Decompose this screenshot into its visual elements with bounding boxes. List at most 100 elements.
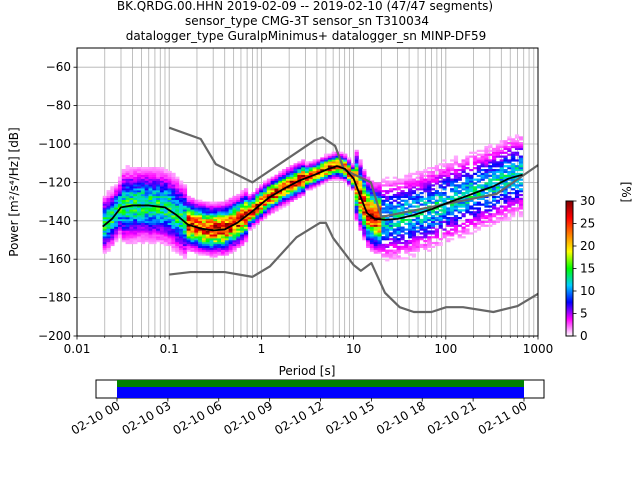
ppsd-cell — [163, 222, 168, 225]
ppsd-cell — [434, 216, 439, 220]
ppsd-cell — [503, 184, 508, 187]
ppsd-cell — [484, 145, 489, 149]
ppsd-cell — [469, 186, 474, 189]
ppsd-cell — [224, 203, 230, 206]
ppsd-cell — [182, 241, 188, 245]
ppsd-cell — [366, 218, 371, 222]
ppsd-cell — [289, 168, 294, 172]
ppsd-cell — [461, 205, 466, 208]
ppsd-cell — [427, 245, 432, 248]
ppsd-cell — [175, 247, 180, 250]
ppsd-cell — [198, 224, 203, 227]
ppsd-cell — [518, 203, 523, 206]
ppsd-cell — [408, 226, 413, 229]
ppsd-cell — [381, 230, 386, 233]
colorbar-label: [%] — [619, 182, 633, 203]
ppsd-cell — [511, 153, 516, 156]
ppsd-cell — [106, 226, 111, 229]
ppsd-cell — [488, 174, 493, 177]
ppsd-cell — [369, 247, 375, 250]
ppsd-cell — [408, 218, 413, 222]
ppsd-cell — [503, 174, 508, 177]
ppsd-cell — [472, 155, 478, 158]
ppsd-cell — [140, 228, 146, 231]
ppsd-cell — [346, 178, 352, 181]
ppsd-cell — [476, 222, 481, 225]
ppsd-cell — [297, 195, 302, 199]
ppsd-cell — [182, 193, 188, 197]
ppsd-cell — [430, 216, 436, 220]
ppsd-cell — [503, 170, 508, 174]
ppsd-cell — [499, 197, 504, 200]
ppsd-cell — [381, 249, 386, 252]
ppsd-cell — [263, 192, 268, 195]
ppsd-cell — [182, 184, 188, 187]
ppsd-cell — [198, 218, 203, 222]
ppsd-cell — [266, 213, 272, 216]
ppsd-cell — [163, 205, 168, 208]
ppsd-cell — [198, 203, 203, 206]
ppsd-cell — [335, 170, 340, 174]
ppsd-cell — [385, 226, 390, 229]
ppsd-cell — [415, 238, 420, 241]
ppsd-cell — [159, 232, 165, 235]
ppsd-cell — [324, 159, 329, 162]
ppsd-cell — [110, 228, 115, 231]
ppsd-cell — [137, 238, 142, 241]
ppsd-cell — [228, 215, 233, 218]
ppsd-cell — [266, 192, 272, 195]
ppsd-cell — [492, 192, 497, 195]
ppsd-cell — [140, 207, 146, 210]
ppsd-cell — [469, 220, 474, 224]
ppsd-cell — [423, 243, 428, 247]
ppsd-cell — [434, 243, 439, 247]
ppsd-cell — [404, 182, 409, 185]
ppsd-cell — [423, 188, 428, 191]
ppsd-cell — [457, 172, 462, 176]
ppsd-cell — [472, 157, 478, 160]
ppsd-cell — [396, 211, 401, 214]
ppsd-cell — [427, 226, 432, 229]
ppsd-cell — [373, 234, 378, 237]
ppsd-cell — [507, 218, 512, 222]
ppsd-cell — [125, 222, 130, 225]
ppsd-cell — [453, 218, 459, 222]
ppsd-cell — [427, 224, 432, 227]
ppsd-cell — [430, 197, 436, 200]
ppsd-cell — [194, 249, 199, 252]
ppsd-cell — [121, 203, 127, 206]
ppsd-cell — [240, 195, 245, 199]
ppsd-cell — [117, 226, 123, 229]
ppsd-cell — [144, 209, 149, 212]
ppsd-cell — [247, 207, 252, 210]
ppsd-cell — [453, 159, 459, 162]
ppsd-cell — [285, 197, 291, 200]
ppsd-cell — [469, 151, 474, 154]
ppsd-cell — [438, 180, 443, 183]
ppsd-cell — [369, 238, 375, 241]
ppsd-cell — [480, 220, 485, 224]
ppsd-cell — [175, 207, 180, 210]
ppsd-cell — [461, 222, 466, 225]
x-axis-label: Period [s] — [279, 364, 336, 378]
ppsd-cell — [495, 209, 501, 212]
ppsd-cell — [442, 159, 447, 162]
ppsd-cell — [209, 218, 214, 222]
ppsd-cell — [163, 178, 168, 181]
ppsd-cell — [232, 249, 237, 252]
ppsd-cell — [388, 180, 394, 183]
ppsd-cell — [472, 151, 478, 154]
ppsd-cell — [251, 193, 256, 197]
ppsd-cell — [484, 201, 489, 204]
ppsd-cell — [446, 222, 451, 225]
ppsd-cell — [465, 155, 470, 158]
ppsd-cell — [499, 149, 504, 152]
ppsd-cell — [102, 226, 107, 229]
ppsd-cell — [293, 184, 298, 187]
ppsd-cell — [224, 205, 230, 208]
ppsd-cell — [446, 172, 451, 176]
ppsd-cell — [221, 215, 226, 218]
ppsd-cell — [514, 184, 520, 187]
ppsd-cell — [385, 253, 390, 256]
